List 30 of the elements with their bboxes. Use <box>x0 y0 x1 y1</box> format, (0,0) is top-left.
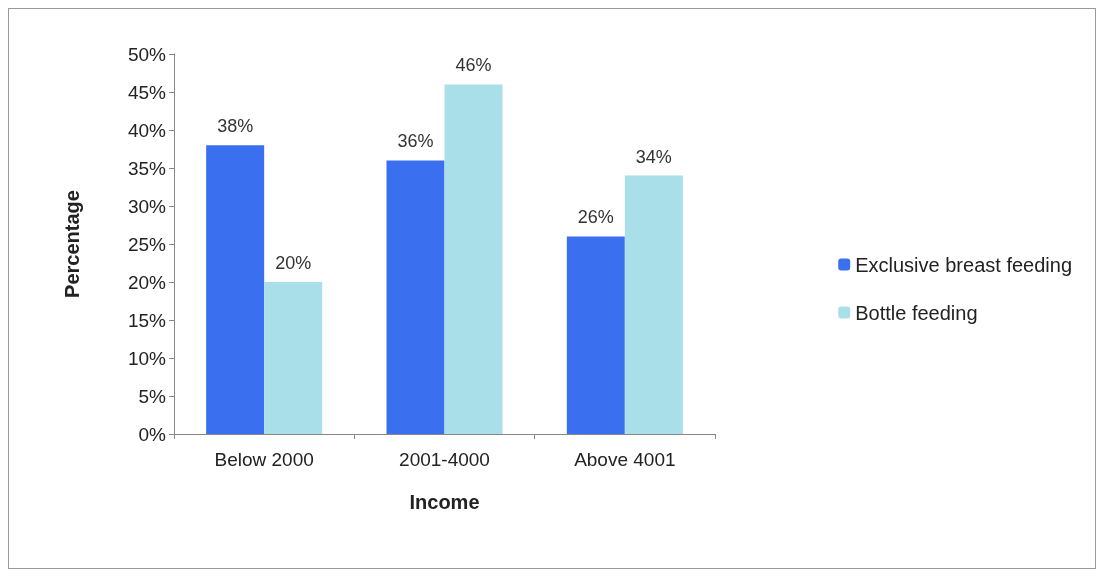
x-tick-label: Above 4001 <box>574 449 676 470</box>
data-label: 34% <box>635 146 672 167</box>
x-axis-title: Income <box>409 491 480 513</box>
y-tick-label: 40% <box>127 119 167 141</box>
data-label: 46% <box>455 55 492 76</box>
data-label: 20% <box>275 253 312 273</box>
y-tick-label: 20% <box>127 271 167 293</box>
y-tick-label: 50% <box>127 43 167 65</box>
data-label: 36% <box>397 131 434 152</box>
bar <box>386 160 445 434</box>
bar <box>206 145 265 434</box>
bar <box>566 236 625 434</box>
legend-label: Exclusive breast feeding <box>855 253 1073 276</box>
bar <box>444 84 503 434</box>
x-tick-label: Below 2000 <box>214 449 314 470</box>
y-tick-label: 0% <box>138 423 167 445</box>
bar <box>624 175 683 434</box>
y-axis-title: Percentage <box>61 190 83 298</box>
y-tick-label: 45% <box>127 81 167 103</box>
x-tick-label: 2001-4000 <box>399 449 490 470</box>
legend-label: Bottle feeding <box>855 301 978 324</box>
y-tick-label: 30% <box>127 195 167 217</box>
y-tick-label: 5% <box>138 385 167 407</box>
y-tick-label: 15% <box>127 309 167 331</box>
y-tick-label: 10% <box>127 347 167 369</box>
y-tick-label: 35% <box>127 157 167 179</box>
bar <box>264 282 323 434</box>
data-label: 26% <box>577 207 614 228</box>
y-tick-label: 25% <box>127 233 167 255</box>
data-label: 38% <box>217 116 254 137</box>
